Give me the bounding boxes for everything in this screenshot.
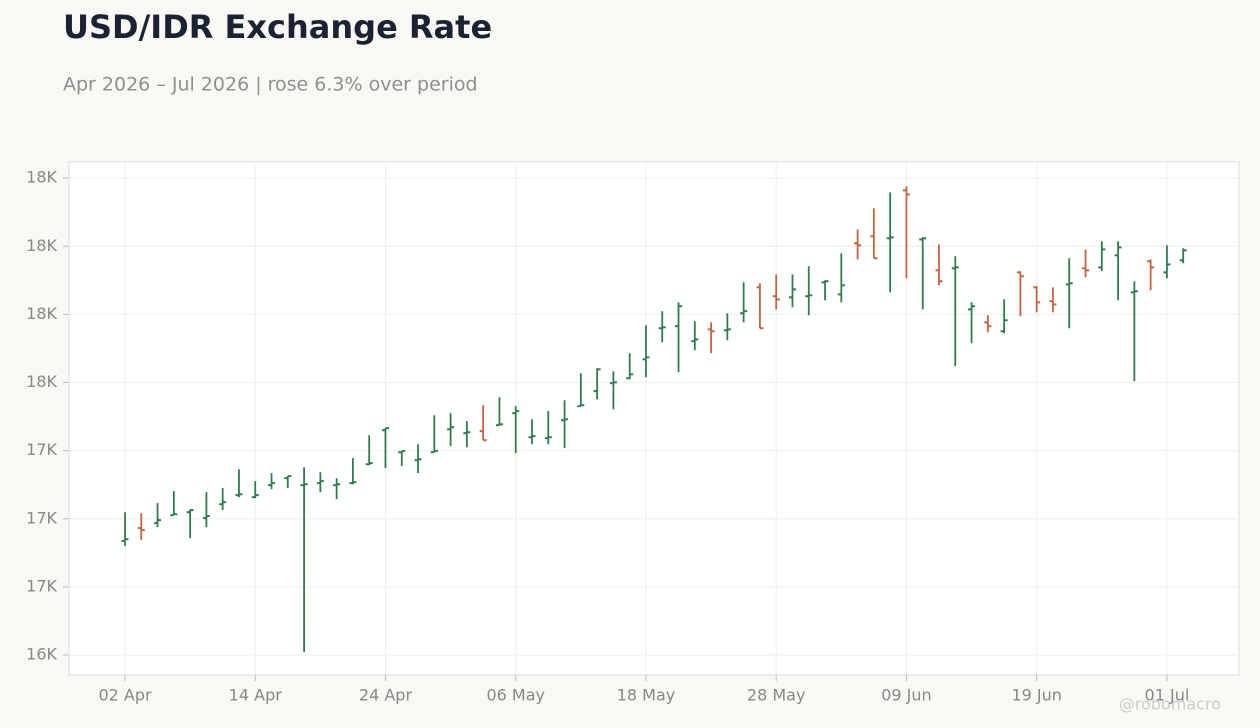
x-tick-label: 01 Jul xyxy=(1145,686,1190,705)
x-tick-label: 06 May xyxy=(486,686,545,705)
y-tick-label: 18K xyxy=(26,236,57,255)
x-tick-label: 24 Apr xyxy=(359,686,413,705)
y-tick-label: 17K xyxy=(26,576,57,595)
chart-title: USD/IDR Exchange Rate xyxy=(63,8,492,46)
y-tick-label: 17K xyxy=(26,508,57,527)
watermark: @robomacro xyxy=(1119,695,1221,714)
y-tick-label: 16K xyxy=(26,645,57,664)
plot-area xyxy=(68,161,1240,676)
x-tick-label: 09 Jun xyxy=(881,686,931,705)
x-tick-label: 14 Apr xyxy=(229,686,283,705)
y-tick-label: 18K xyxy=(26,304,57,323)
y-tick-label: 17K xyxy=(26,440,57,459)
x-tick-label: 18 May xyxy=(617,686,676,705)
chart-subtitle: Apr 2026 – Jul 2026 | rose 6.3% over per… xyxy=(63,74,478,96)
x-tick-label: 28 May xyxy=(747,686,806,705)
y-tick-label: 18K xyxy=(26,168,57,187)
y-tick-label: 18K xyxy=(26,372,57,391)
x-tick-label: 02 Apr xyxy=(98,686,152,705)
x-tick-label: 19 Jun xyxy=(1011,686,1061,705)
